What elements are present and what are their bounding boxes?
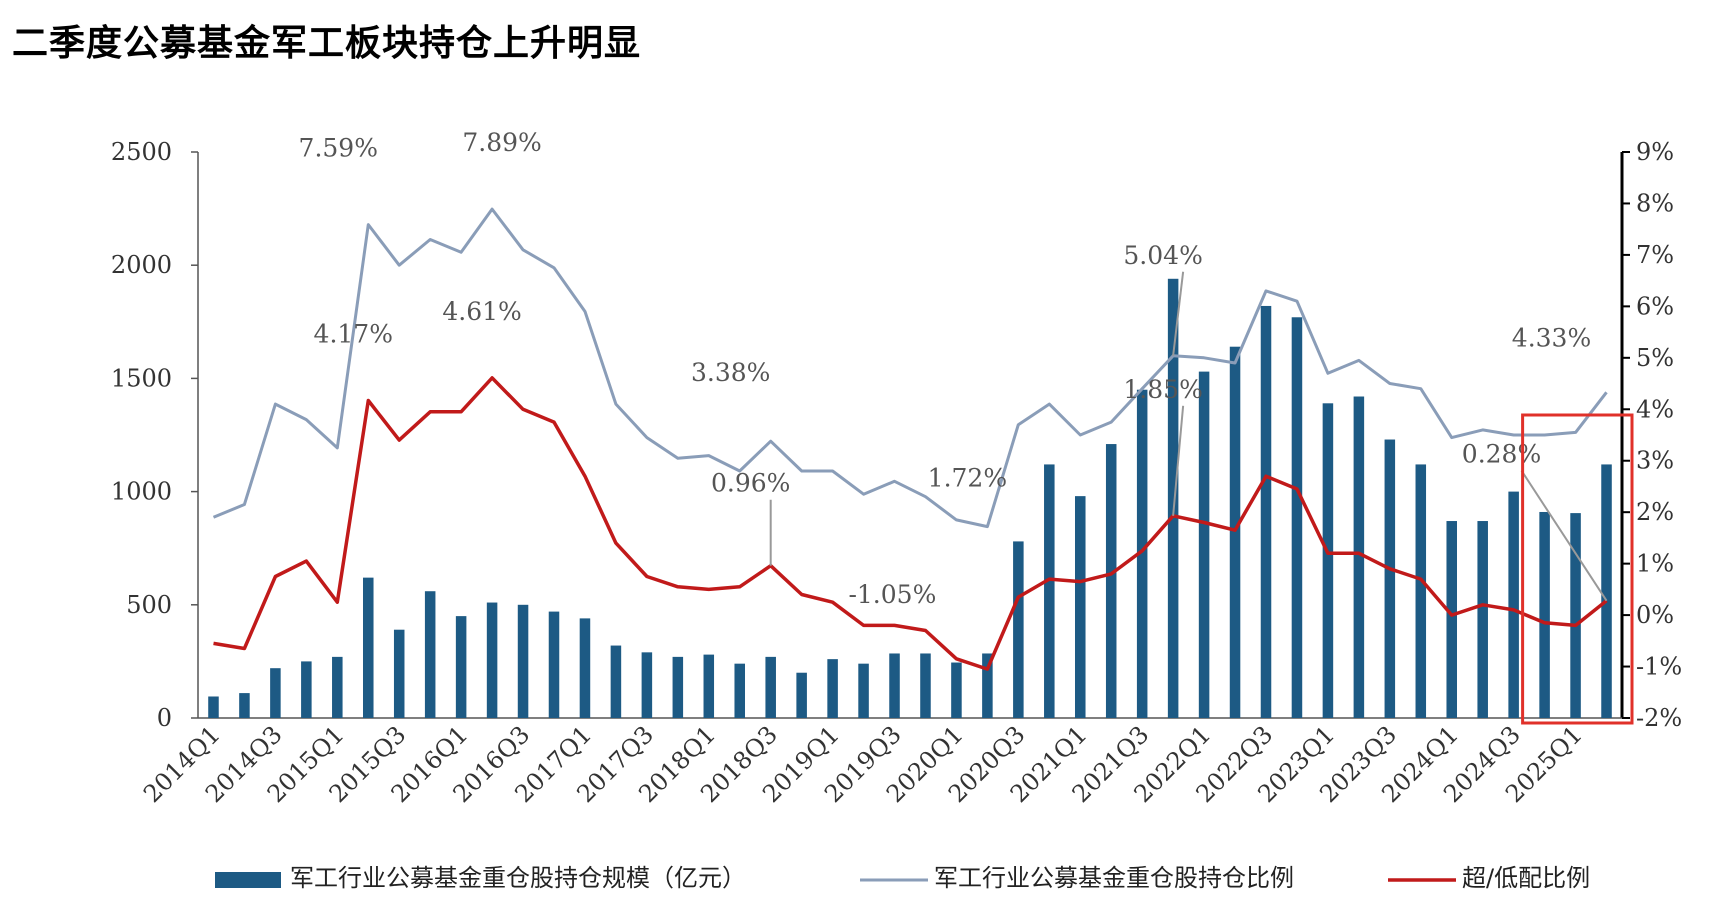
left-tick-label: 500 (126, 591, 172, 619)
bar (332, 656, 343, 718)
bar (982, 653, 993, 718)
bar (1229, 346, 1241, 718)
bar (270, 668, 281, 718)
annotation-leader (1172, 271, 1185, 356)
bar (208, 696, 219, 718)
left-tick-label: 2500 (111, 138, 172, 166)
data-label: 4.17% (314, 320, 393, 349)
right-tick-label: 4% (1636, 395, 1674, 423)
right-tick-label: 8% (1636, 189, 1674, 217)
data-label: 4.61% (442, 297, 521, 326)
data-label: 5.04% (1123, 241, 1202, 270)
bar (672, 656, 684, 718)
bar (1167, 278, 1179, 718)
left-tick-label: 1000 (111, 478, 172, 506)
legend-label-ratio: 超/低配比例 (1462, 864, 1590, 892)
bar (1044, 464, 1055, 718)
bar (734, 663, 746, 718)
legend-label-holding: 军工行业公募基金重仓股持仓比例 (934, 864, 1294, 892)
bar (1601, 464, 1612, 718)
data-label: 0.96% (711, 469, 790, 498)
left-tick-label: 2000 (111, 251, 172, 279)
bar (765, 656, 776, 718)
bar (393, 629, 405, 718)
bar (1136, 389, 1148, 718)
bar (517, 604, 529, 718)
bar (1415, 464, 1427, 718)
data-label: 7.89% (462, 128, 541, 157)
line-series (212, 207, 1608, 671)
bar (1446, 521, 1458, 718)
bar (548, 611, 560, 718)
right-tick-label: 6% (1636, 292, 1674, 320)
bar (1353, 396, 1365, 718)
bar (920, 653, 931, 718)
bar (362, 577, 374, 718)
annotations: 7.59% 7.89% 4.17% 4.61% 3.38% 0.96% 1.72% -1.05… (299, 128, 1592, 609)
highlight-box (1521, 413, 1634, 725)
legend-swatch-bar (215, 872, 281, 888)
bar (1198, 371, 1210, 718)
right-tick-label: -2% (1636, 704, 1682, 732)
x-axis-labels: 2014Q12014Q32015Q12015Q32016Q12016Q32017… (138, 720, 1588, 808)
bar (486, 602, 498, 718)
right-tick-label: 2% (1636, 498, 1674, 526)
bar (424, 591, 436, 718)
bar (301, 661, 312, 718)
bar (951, 662, 962, 718)
annotation-leaders (769, 271, 1608, 602)
data-label: 1.85% (1123, 375, 1202, 404)
bar (827, 659, 838, 718)
bar (1508, 491, 1519, 718)
data-label: 3.38% (691, 358, 770, 387)
data-label: 0.28% (1462, 440, 1541, 469)
bar (239, 693, 250, 718)
legend-label-bar: 军工行业公募基金重仓股持仓规模（亿元） (290, 864, 746, 892)
data-label: 1.72% (928, 464, 1007, 493)
bar (579, 618, 591, 718)
bar (1260, 305, 1272, 718)
bar (703, 654, 715, 718)
page-title: 二季度公募基金军工板块持仓上升明显 (12, 23, 642, 64)
data-label: 7.59% (299, 134, 378, 163)
bar (1384, 439, 1396, 718)
right-tick-label: 7% (1636, 241, 1674, 269)
annotation-leader (1172, 405, 1185, 516)
bar (1570, 513, 1581, 718)
legend: 军工行业公募基金重仓股持仓规模（亿元） 军工行业公募基金重仓股持仓比例 超/低配比例 (215, 864, 1590, 892)
bar (1105, 444, 1117, 718)
right-tick-label: 1% (1636, 550, 1674, 578)
bar (796, 672, 807, 718)
right-tick-label: -1% (1636, 653, 1682, 681)
annotation-leader (1520, 470, 1608, 602)
overweight-ratio-line (213, 376, 1608, 671)
bar (641, 652, 653, 718)
bar (455, 616, 467, 718)
left-tick-label: 0 (157, 704, 172, 732)
right-tick-label: 0% (1636, 601, 1674, 629)
bar (1477, 521, 1488, 718)
bar-series (208, 278, 1612, 718)
right-tick-label: 5% (1636, 344, 1674, 372)
data-label: 4.33% (1512, 323, 1591, 352)
left-tick-label: 1500 (111, 364, 172, 392)
bar (889, 653, 900, 718)
bar (1013, 541, 1024, 718)
bar (1539, 511, 1550, 718)
holding-ratio-line (212, 207, 1608, 529)
bar (610, 645, 622, 718)
bar (1291, 317, 1303, 718)
right-tick-label: 9% (1636, 138, 1674, 166)
bar (1074, 496, 1086, 718)
bar (1322, 403, 1334, 718)
right-tick-label: 3% (1636, 447, 1674, 475)
bar (858, 663, 869, 718)
data-label: -1.05% (848, 580, 936, 609)
